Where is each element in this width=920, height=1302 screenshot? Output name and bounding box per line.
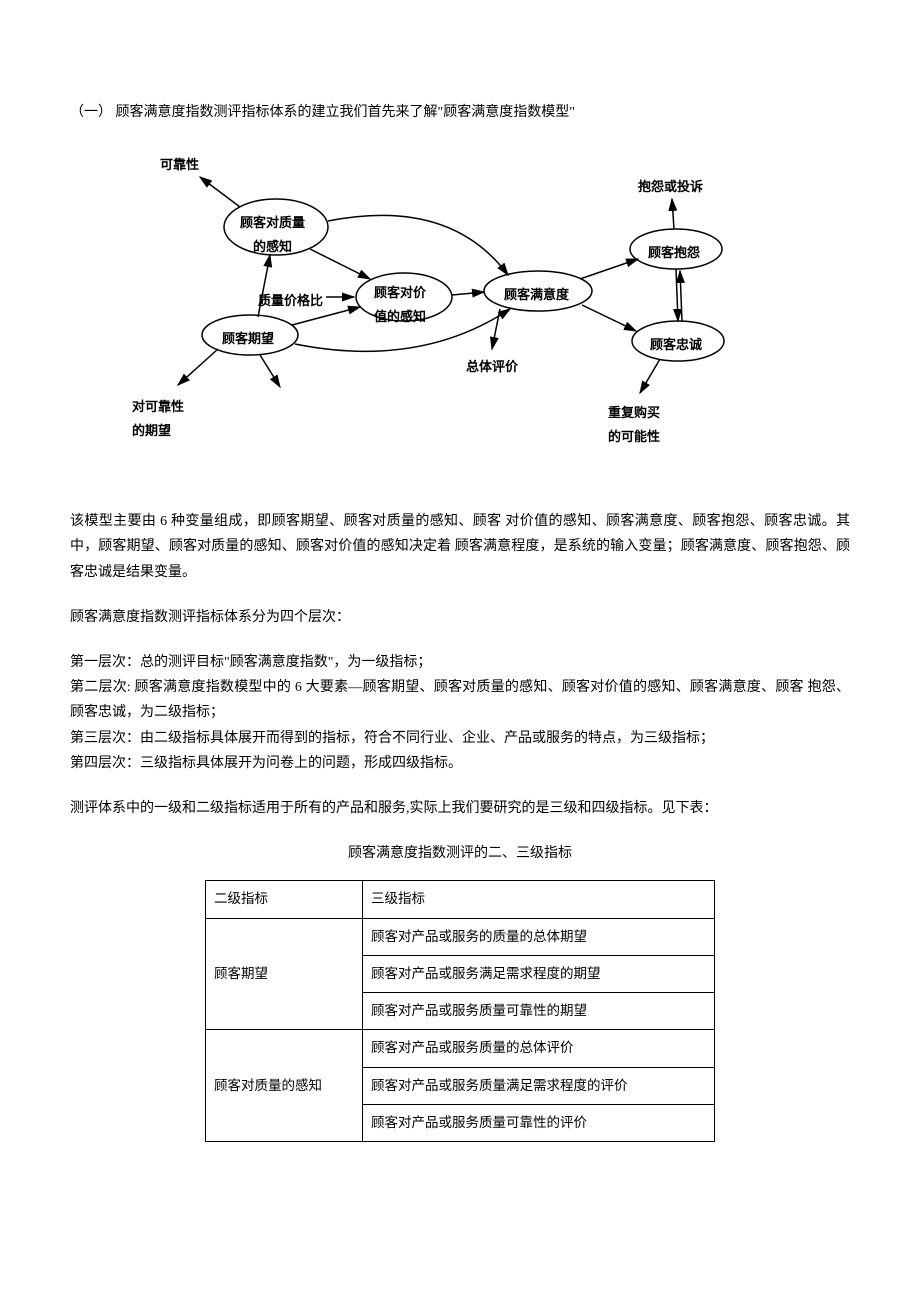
table-row: 顾客期望 顾客对产品或服务的质量的总体期望 [206, 918, 715, 955]
table-cell-l3: 顾客对产品或服务的质量的总体期望 [363, 918, 715, 955]
page-root: （一） 顾客满意度指数测评指标体系的建立我们首先来了解"顾客满意度指数模型" [0, 0, 920, 1202]
table-header-row: 二级指标 三级指标 [206, 881, 715, 918]
table-col-header-1: 二级指标 [206, 881, 363, 918]
section-heading: （一） 顾客满意度指数测评指标体系的建立我们首先来了解"顾客满意度指数模型" [70, 100, 850, 125]
table-cell-l3: 顾客对产品或服务满足需求程度的期望 [363, 955, 715, 992]
table-col-header-2: 三级指标 [363, 881, 715, 918]
table-caption: 顾客满意度指数测评的二、三级指标 [70, 841, 850, 866]
table-cell-l3: 顾客对产品或服务质量的总体评价 [363, 1030, 715, 1067]
table-cell-l3: 顾客对产品或服务质量可靠性的评价 [363, 1105, 715, 1142]
table-cell-l3: 顾客对产品或服务质量可靠性的期望 [363, 993, 715, 1030]
level-1: 第一层次：总的测评目标"顾客满意度指数"，为一级指标； [70, 650, 850, 675]
level-4: 第四层次：三级指标具体展开为问卷上的问题，形成四级指标。 [70, 751, 850, 776]
table-cell-l2: 顾客对质量的感知 [206, 1030, 363, 1142]
csi-model-diagram: 顾客对质量 的感知 顾客对价 值的感知 顾客期望 顾客满意度 顾客抱怨 顾客忠诚… [100, 149, 740, 479]
level-3: 第三层次：由二级指标具体展开而得到的指标，符合不同行业、企业、产品或服务的特点，… [70, 726, 850, 751]
paragraph-1: 该模型主要由 6 种变量组成，即顾客期望、顾客对质量的感知、顾客 对价值的感知、… [70, 509, 850, 585]
table-cell-l3: 顾客对产品或服务质量满足需求程度的评价 [363, 1067, 715, 1104]
paragraph-3: 测评体系中的一级和二级指标适用于所有的产品和服务,实际上我们要研究的是三级和四级… [70, 796, 850, 821]
table-cell-l2: 顾客期望 [206, 918, 363, 1030]
level-2: 第二层次: 顾客满意度指数模型中的 6 大要素—顾客期望、顾客对质量的感知、顾客… [70, 675, 850, 725]
paragraph-2: 顾客满意度指数测评指标体系分为四个层次： [70, 605, 850, 630]
levels-block: 第一层次：总的测评目标"顾客满意度指数"，为一级指标； 第二层次: 顾客满意度指… [70, 650, 850, 776]
indicator-table: 二级指标 三级指标 顾客期望 顾客对产品或服务的质量的总体期望 顾客对产品或服务… [205, 880, 715, 1142]
table-row: 顾客对质量的感知 顾客对产品或服务质量的总体评价 [206, 1030, 715, 1067]
